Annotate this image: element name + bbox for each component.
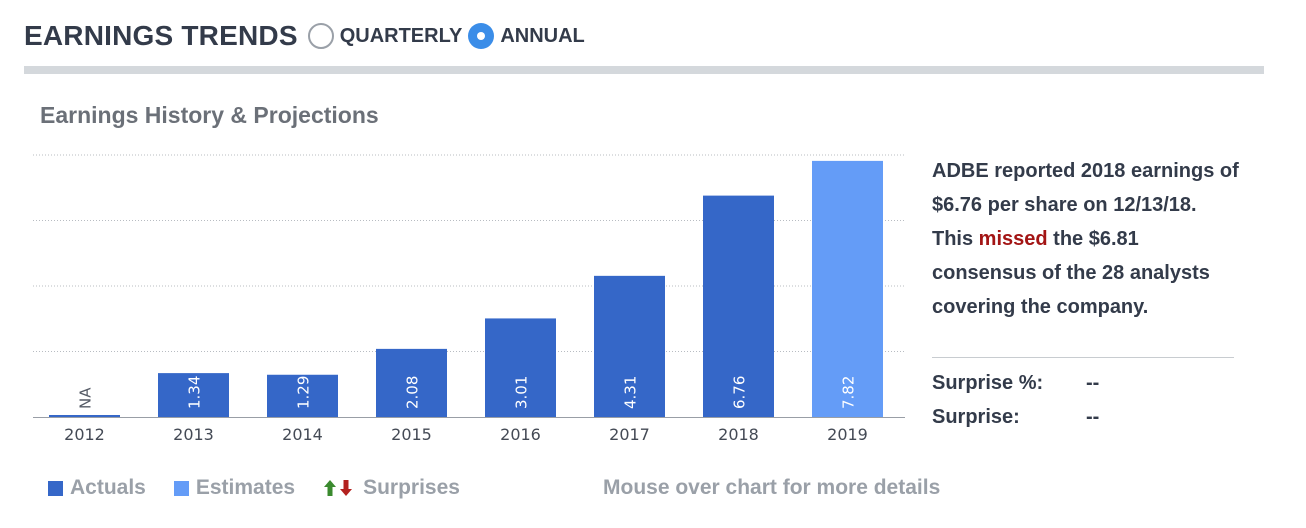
data-label: 1.29 [295, 376, 313, 409]
surprise-arrows-icon [323, 479, 355, 497]
quarterly-option[interactable]: QUARTERLY [307, 23, 463, 49]
surprise-percent-value: -- [1086, 372, 1100, 394]
bar [158, 373, 229, 417]
quarterly-label[interactable]: QUARTERLY [339, 24, 463, 47]
x-tick-label: 2015 [391, 425, 432, 444]
x-tick-label: 2019 [827, 425, 868, 444]
data-label: 1.34 [186, 376, 204, 409]
page-title: EARNINGS TRENDS [24, 20, 298, 51]
x-tick-label: 2017 [609, 425, 650, 444]
surprise-row: Surprise: -- [932, 406, 1099, 429]
legend-actuals-label: Actuals [70, 476, 146, 499]
earnings-summary: ADBE reported 2018 earnings of $6.76 per… [932, 154, 1242, 324]
quarterly-radio[interactable] [307, 23, 334, 49]
data-label: 6.76 [731, 376, 749, 409]
chart-hint: Mouse over chart for more details [603, 476, 941, 499]
surprise-percent-row: Surprise %: -- [932, 372, 1099, 395]
legend-estimates-label: Estimates [195, 476, 296, 499]
summary-missed: missed [978, 228, 1048, 250]
bar [485, 318, 556, 417]
actuals-swatch [48, 480, 63, 496]
x-tick-label: 2012 [64, 425, 105, 444]
data-label: NA [77, 387, 95, 409]
chart-legend: Actuals Estimates Surprises [48, 476, 488, 500]
summary-text-end: the $6.81 consensus of the 28 analysts c… [932, 228, 1210, 318]
summary-text-start: ADBE reported 2018 earnings of $6.76 per… [932, 160, 1239, 250]
x-tick-label: 2016 [500, 425, 541, 444]
bar [376, 348, 447, 417]
x-tick-label: 2018 [718, 425, 759, 444]
annual-label[interactable]: ANNUAL [500, 24, 585, 47]
x-tick-label: 2013 [173, 425, 214, 444]
data-label: 3.01 [513, 376, 531, 409]
summary-divider [932, 357, 1234, 358]
annual-radio[interactable] [468, 23, 495, 49]
legend-actuals: Actuals [48, 476, 146, 500]
data-label: 7.82 [840, 376, 858, 409]
legend-surprises: Surprises [323, 476, 460, 500]
surprise-value: -- [1086, 406, 1100, 428]
x-tick-label: 2014 [282, 425, 323, 444]
bar [267, 374, 338, 417]
data-label: 4.31 [622, 376, 640, 409]
earnings-bar-chart[interactable]: NA 2012 1.34 2013 1.29 2014 2.08 2015 3.01 2016 4.… [0, 140, 910, 450]
header: EARNINGS TRENDS QUARTERLY ANNUAL [24, 14, 591, 58]
bar [812, 160, 883, 417]
estimates-swatch [173, 480, 189, 496]
header-divider [24, 66, 1264, 74]
legend-estimates: Estimates [173, 476, 296, 500]
surprise-percent-label: Surprise %: [932, 372, 1044, 394]
bar-placeholder [49, 415, 120, 417]
data-label: 2.08 [404, 376, 422, 409]
chart-title: Earnings History & Projections [40, 102, 379, 128]
bar [594, 275, 665, 417]
legend-surprises-label: Surprises [363, 476, 460, 499]
surprise-label: Surprise: [932, 406, 1020, 428]
bar [703, 195, 774, 417]
annual-option[interactable]: ANNUAL [468, 23, 585, 49]
